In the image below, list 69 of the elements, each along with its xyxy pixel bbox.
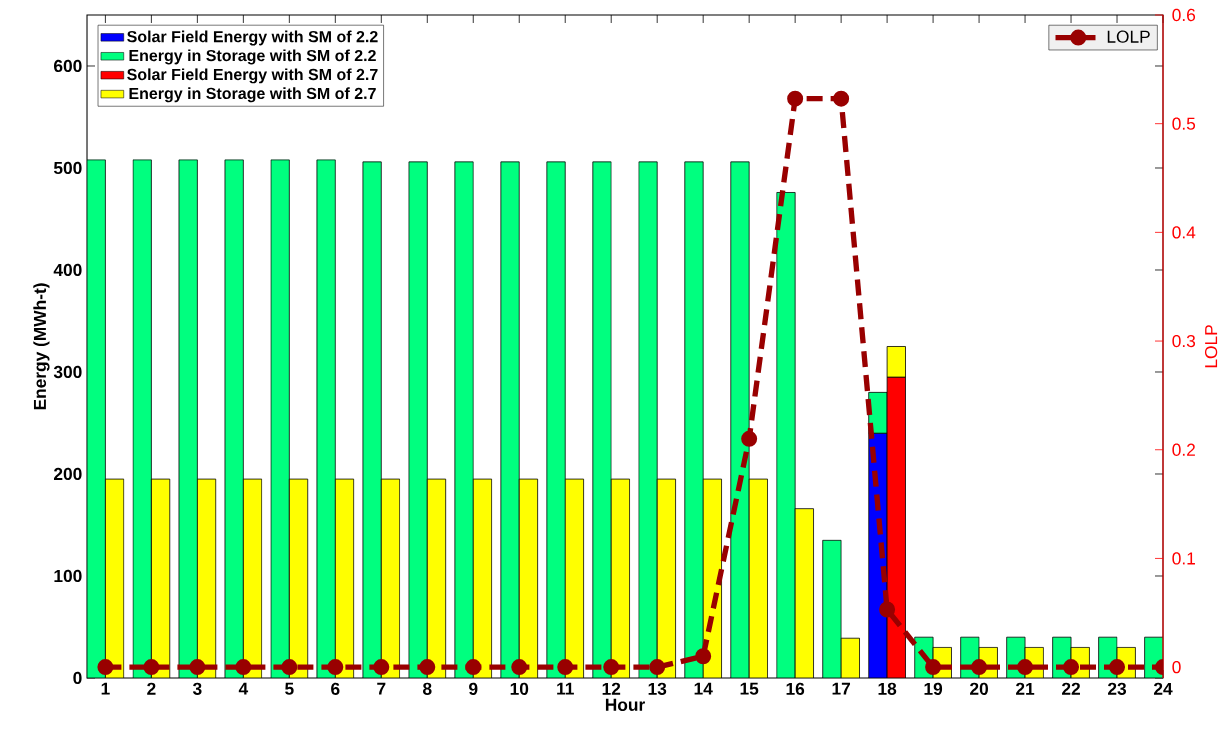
x-tick-label: 24 (1153, 682, 1173, 695)
x-tick-label: 23 (1107, 682, 1127, 695)
x-tick-label: 3 (192, 682, 202, 695)
x-tick-label: 8 (423, 682, 432, 695)
x-tick-label: 1 (101, 682, 110, 695)
y-tick-label: 500 (53, 161, 82, 175)
point (557, 659, 574, 676)
y-tick-label: 400 (53, 263, 82, 277)
y-tick-label: 200 (53, 467, 82, 481)
point (1017, 659, 1034, 676)
point (465, 659, 482, 676)
point (143, 659, 160, 676)
x-tick-label: 6 (331, 682, 340, 695)
x-tick-label: 22 (1062, 682, 1080, 695)
y2-tick-label: 0.2 (1172, 443, 1195, 456)
point (419, 659, 436, 676)
x-tick-label: 18 (878, 682, 897, 695)
x-tick-label: 10 (510, 682, 529, 695)
y2-axis-title: LOLP (1204, 325, 1218, 368)
legend-label: Energy in Storage with SM of 2.7 (129, 87, 376, 103)
x-tick-label: 21 (1016, 682, 1035, 695)
y-tick-label: 0 (73, 671, 82, 685)
x-tick-label: 2 (147, 682, 156, 695)
y2-tick-label: 0.3 (1172, 334, 1196, 348)
y2-tick-label: 0 (1172, 660, 1181, 674)
point (603, 659, 620, 676)
point (741, 430, 758, 447)
x-tick-label: 14 (694, 682, 713, 695)
y2-tick-label: 0.1 (1172, 552, 1195, 565)
x-tick-label: 19 (924, 682, 943, 695)
point (511, 659, 528, 676)
point (787, 90, 804, 107)
x-axis-title: Hour (605, 698, 645, 711)
point (925, 659, 942, 676)
y-tick-label: 100 (54, 569, 82, 583)
y2-tick-label: 0.4 (1172, 226, 1196, 239)
point (373, 659, 390, 676)
x-tick-label: 9 (469, 682, 478, 695)
x-tick-label: 15 (740, 682, 759, 695)
y2-tick-label: 0.5 (1172, 117, 1196, 130)
legend-label: Solar Field Energy with SM of 2.2 (127, 30, 378, 46)
x-tick-label: 11 (557, 682, 574, 695)
y-tick-label: 300 (53, 365, 82, 379)
y2-tick-label: 0.6 (1172, 8, 1196, 22)
x-tick-label: 17 (832, 682, 851, 695)
legend-label: Solar Field Energy with SM of 2.7 (127, 68, 378, 84)
point (1109, 659, 1126, 676)
x-tick-label: 20 (970, 682, 988, 695)
point (189, 659, 206, 676)
x-tick-label: 5 (285, 682, 294, 695)
x-tick-label: 4 (238, 682, 249, 695)
point (695, 648, 712, 665)
point (1063, 659, 1080, 676)
x-tick-label: 13 (648, 682, 667, 695)
point (971, 659, 988, 676)
y-axis-title: Energy (MWh-t) (33, 283, 50, 410)
x-tick-label: 16 (786, 682, 805, 695)
point (833, 90, 850, 107)
point (235, 659, 252, 676)
x-tick-label: 7 (377, 682, 386, 695)
point (879, 601, 896, 618)
legend-label: Energy in Storage with SM of 2.2 (129, 49, 376, 65)
point (649, 659, 666, 676)
point (97, 659, 114, 676)
x-tick-label: 12 (602, 682, 621, 695)
point (327, 659, 344, 676)
y-tick-label: 600 (54, 59, 82, 73)
point (281, 659, 298, 676)
legend-label: LOLP (1107, 30, 1150, 43)
